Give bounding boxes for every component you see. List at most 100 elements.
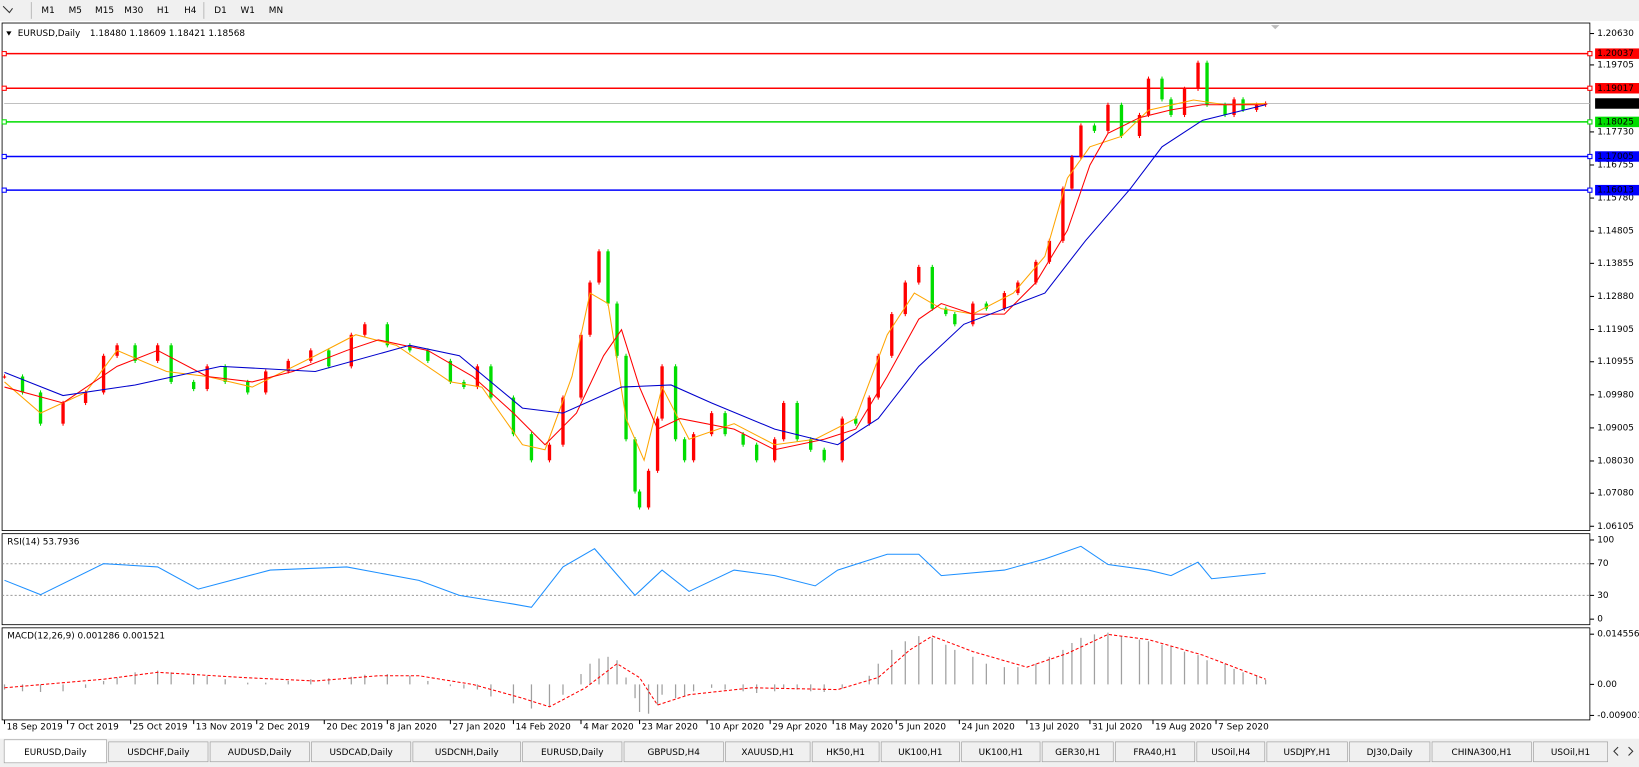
tab-label[interactable]: CHINA300,H1 (1452, 748, 1512, 758)
tab[interactable] (623, 741, 724, 763)
tab-label[interactable]: EURUSD,Daily (541, 748, 603, 758)
tab-label[interactable]: USOil,H1 (1551, 748, 1590, 758)
tab[interactable] (961, 741, 1041, 763)
tab-label[interactable]: USOil,H4 (1211, 748, 1251, 758)
candle (223, 366, 227, 382)
macd-bar (247, 682, 249, 685)
candle (1070, 157, 1074, 189)
tab[interactable] (1266, 741, 1348, 763)
macd-bar (683, 684, 686, 697)
macd-bar (1170, 646, 1172, 685)
tab-scroll[interactable] (1613, 746, 1634, 756)
tab-label[interactable]: UK100,H1 (979, 748, 1023, 758)
y-tick-label: 0.014556 (1597, 630, 1639, 640)
tab-label[interactable]: USDCNH,Daily (435, 748, 499, 758)
timeframe-label[interactable]: H1 (157, 6, 169, 16)
macd-bar (647, 684, 650, 714)
timeframe-label[interactable]: H4 (184, 6, 197, 16)
macd-bar (1255, 675, 1258, 685)
tab-label[interactable]: DJ30,Daily (1367, 748, 1413, 758)
timeframe-label[interactable]: MN (269, 6, 283, 16)
x-tick-label: 18 May 2020 (835, 723, 893, 733)
macd-bar (530, 684, 533, 709)
candle (723, 413, 727, 435)
timeframe-label[interactable]: M1 (41, 6, 54, 16)
toolbar-icon (2, 5, 13, 14)
timeframe-button[interactable] (62, 2, 88, 18)
tab[interactable] (1431, 741, 1532, 763)
tab[interactable] (209, 741, 310, 763)
macd-bar (972, 656, 974, 685)
tab-label[interactable]: USDCAD,Daily (329, 748, 392, 758)
tab[interactable] (811, 741, 880, 763)
macd-bar (157, 670, 159, 685)
tab[interactable] (880, 741, 960, 763)
tab[interactable] (1115, 741, 1196, 763)
macd-bar (409, 675, 411, 685)
macd-bar (674, 684, 677, 699)
tab[interactable] (1196, 741, 1266, 763)
candle (854, 418, 858, 424)
macd-bar (386, 674, 388, 685)
timeframe-label[interactable]: D1 (214, 6, 226, 16)
tab[interactable] (725, 741, 811, 763)
macd-bar (310, 679, 312, 685)
x-tick-label: 31 Jul 2020 (1092, 723, 1143, 733)
macd-bar (102, 680, 105, 685)
tab-label[interactable]: XAUUSD,H1 (741, 748, 794, 758)
timeframe-button[interactable] (263, 2, 289, 18)
x-tick-label: 7 Sep 2020 (1218, 723, 1269, 733)
tab[interactable] (3, 739, 107, 764)
candle (840, 418, 844, 461)
candle (1106, 104, 1110, 131)
y-tick-label: 1.20630 (1597, 29, 1634, 39)
tab-label[interactable]: USDCHF,Daily (127, 748, 189, 758)
tab[interactable] (522, 741, 623, 763)
timeframe-button[interactable] (150, 2, 176, 18)
macd-bar (742, 684, 744, 692)
tab-label[interactable]: GBPUSD,H4 (647, 748, 700, 758)
candle (1047, 240, 1052, 262)
y-tick-label: 1.09005 (1597, 423, 1634, 433)
candle (363, 324, 367, 335)
timeframe-label[interactable]: W1 (241, 6, 255, 16)
macd-bar (1242, 672, 1244, 685)
tab[interactable] (311, 741, 412, 763)
timeframe-label[interactable]: M30 (124, 6, 143, 16)
tab[interactable] (1041, 741, 1114, 763)
timeframe-button[interactable] (177, 2, 203, 18)
timeframe-label[interactable]: M15 (95, 6, 114, 16)
level-label-box (1595, 151, 1639, 162)
tab-label[interactable]: HK50,H1 (826, 748, 865, 758)
candle (169, 345, 173, 382)
timeframe-button[interactable] (121, 2, 147, 18)
macd-bar (193, 674, 195, 685)
macd-bar (1120, 636, 1123, 685)
tab-label[interactable]: AUDUSD,Daily (228, 748, 292, 758)
tab-label[interactable]: UK100,H1 (898, 748, 942, 758)
macd-bar (287, 680, 289, 685)
timeframe-label[interactable]: M5 (69, 6, 82, 16)
macd-bar (634, 684, 636, 699)
macd-bar (1035, 663, 1037, 685)
candle (930, 266, 934, 309)
candle (741, 434, 745, 445)
tab[interactable] (1349, 741, 1431, 763)
tab[interactable] (412, 741, 521, 763)
tab-label[interactable]: GER30,H1 (1055, 748, 1100, 758)
macd-bar (783, 684, 785, 688)
tab[interactable] (108, 741, 209, 763)
timeframe-button[interactable] (91, 2, 118, 18)
timeframe-button[interactable] (208, 2, 234, 18)
macd-bar (476, 684, 479, 690)
macd-bar (661, 684, 663, 695)
candle (1119, 104, 1124, 136)
tab[interactable] (1533, 741, 1608, 763)
x-tick-label: 13 Jul 2020 (1029, 723, 1080, 733)
timeframe-button[interactable] (235, 2, 261, 18)
level-handle (1, 85, 7, 91)
timeframe-button[interactable] (35, 2, 61, 18)
tab-label[interactable]: USDJPY,H1 (1283, 748, 1330, 758)
tab-label[interactable]: FRA40,H1 (1133, 748, 1176, 758)
tab-label[interactable]: EURUSD,Daily (24, 748, 86, 758)
